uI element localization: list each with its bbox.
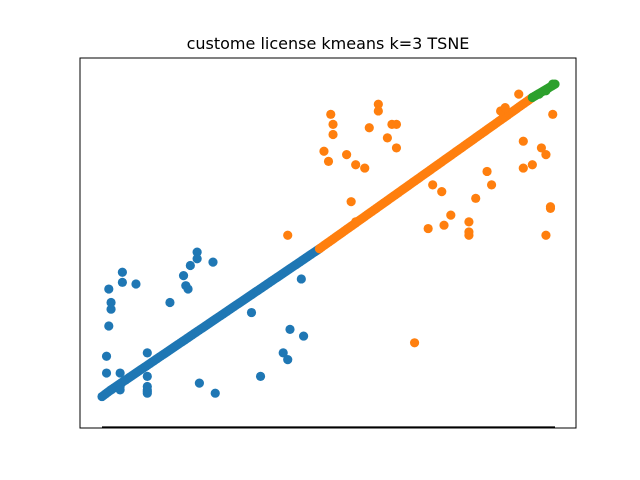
scatter-point-series-1 [283, 230, 293, 240]
scatter-point-series-0 [246, 307, 257, 318]
scatter-point-series-1 [360, 163, 370, 173]
scatter-point-series-2 [534, 89, 544, 99]
scatter-point-series-0 [165, 297, 175, 308]
scatter-point-series-1 [464, 217, 474, 227]
scatter-point-series-1 [545, 202, 556, 212]
scatter-point-series-0 [106, 304, 116, 314]
scatter-point-series-0 [296, 274, 306, 284]
scatter-point-series-0 [101, 368, 112, 378]
scatter-point-series-1 [326, 109, 336, 119]
scatter-point-series-0 [278, 348, 288, 358]
scatter-point-series-1 [373, 106, 383, 116]
scatter-point-series-1 [328, 129, 338, 140]
scatter-point-series-1 [486, 180, 497, 190]
scatter-point-series-0 [117, 267, 127, 277]
scatter-point-series-1 [541, 230, 551, 240]
scatter-point-series-1 [428, 180, 438, 190]
scatter-point-series-0 [185, 260, 195, 271]
chart-title: custome license kmeans k=3 TSNE [187, 34, 470, 53]
scatter-point-series-2 [541, 86, 551, 96]
scatter-point-series-1 [382, 133, 392, 143]
scatter-point-series-2 [548, 79, 558, 89]
scatter-point-series-1 [541, 150, 551, 160]
scatter-point-series-0 [298, 331, 309, 341]
scatter-point-series-1 [409, 338, 420, 348]
scatter-point-series-1 [319, 146, 329, 156]
scatter-point-series-1 [342, 150, 352, 160]
scatter-point-series-0 [208, 257, 218, 267]
scatter-point-series-0 [178, 271, 189, 281]
scatter-point-series-0 [194, 378, 204, 388]
scatter-point-series-0 [117, 277, 127, 287]
scatter-point-series-0 [142, 388, 152, 398]
scatter-point-series-0 [183, 284, 193, 294]
scatter-point-series-0 [115, 385, 125, 395]
scatter-point-series-1 [518, 163, 528, 173]
scatter-point-series-1 [439, 220, 449, 230]
scatter-point-series-0 [192, 247, 202, 257]
scatter-point-series-0 [142, 371, 152, 381]
scatter-point-series-1 [328, 119, 338, 129]
scatter-point-series-1 [536, 143, 547, 153]
scatter-point-series-1 [548, 109, 558, 119]
scatter-point-series-1 [346, 197, 356, 207]
scatter-point-series-1 [423, 223, 433, 234]
scatter-point-series-1 [351, 217, 361, 227]
scatter-point-series-0 [192, 254, 202, 264]
scatter-point-series-0 [255, 371, 266, 381]
scatter-point-series-1 [323, 156, 334, 166]
scatter-point-series-0 [115, 368, 125, 378]
scatter-point-series-1 [437, 187, 447, 197]
scatter-point-series-1 [482, 166, 492, 177]
scatter-point-series-0 [106, 297, 116, 308]
scatter-point-series-1 [446, 210, 456, 220]
scatter-point-series-1 [364, 123, 374, 133]
scatter-point-series-1 [518, 136, 528, 146]
scatter-point-series-1 [527, 160, 537, 170]
scatter-point-series-1 [471, 193, 481, 203]
scatter-point-series-0 [104, 284, 114, 294]
scatter-marks [97, 79, 560, 402]
scatter-point-series-0 [104, 321, 114, 331]
scatter-point-series-1 [351, 160, 361, 170]
scatter-point-series-0 [210, 388, 220, 398]
scatter-point-series-0 [101, 351, 112, 361]
scatter-point-series-1 [373, 99, 383, 109]
scatter-point-series-1 [464, 227, 474, 237]
scatter-point-series-0 [142, 348, 152, 358]
scatter-point-series-1 [391, 143, 402, 153]
scatter-point-series-1 [391, 119, 402, 129]
scatter-point-series-0 [131, 279, 141, 289]
scatter-point-series-1 [514, 89, 524, 99]
scatter-point-series-1 [500, 103, 510, 113]
scatter-point-series-0 [283, 355, 293, 365]
scatter-point-series-0 [285, 324, 295, 334]
